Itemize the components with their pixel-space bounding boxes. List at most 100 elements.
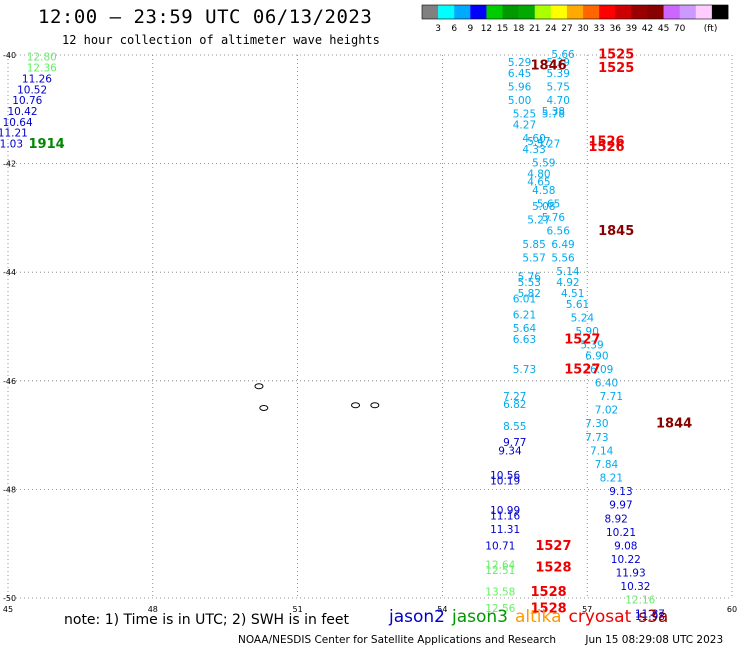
colorbar-unit: (ft)	[704, 24, 718, 34]
wave-height-label: 11.93	[616, 568, 646, 580]
wave-height-label: 5.61	[566, 299, 589, 311]
colorbar-label: 15	[497, 24, 508, 34]
page-subtitle: 12 hour collection of altimeter wave hei…	[62, 33, 380, 47]
colorbar: 3 6 9 12 15 18 21 24 27 30 33 36 39 42 45 70 (ft)	[421, 4, 729, 34]
wave-height-label: 11.31	[490, 524, 520, 536]
colorbar-swatch	[599, 5, 616, 19]
pass-time-label: 1845	[598, 224, 634, 239]
footnote: note: 1) Time is in UTC; 2) SWH is in fe…	[64, 612, 350, 628]
wave-height-label: 12.51	[485, 565, 515, 577]
wave-height-label: 10.56	[490, 470, 520, 482]
colorbar-label: 3	[435, 24, 441, 34]
islands	[254, 383, 380, 411]
wave-height-label: 10.64	[3, 117, 33, 129]
wave-height-label: 4.60	[522, 133, 545, 145]
lat-tick-label: -42	[3, 160, 16, 169]
wave-height-label: 12.36	[27, 63, 57, 75]
wave-height-label: 10.19	[490, 475, 520, 487]
wave-height-label: 5.85	[522, 239, 545, 251]
colorbar-label: 12	[481, 24, 492, 34]
lon-tick-label: 60	[727, 605, 737, 614]
wave-height-label: 5.08	[532, 201, 555, 213]
colorbar-label: 36	[610, 24, 622, 34]
wave-height-label: 6.82	[503, 399, 526, 411]
wave-height-label: 11.87	[635, 608, 665, 620]
wave-height-label: 4.70	[547, 95, 570, 107]
colorbar-label: 18	[513, 24, 525, 34]
colorbar-frame	[421, 4, 729, 20]
axis-ticks: 45 48 51 54 57 60 -40 -42 -44 -46 -48 -50	[3, 51, 737, 614]
wave-height-label: 5.76	[518, 272, 542, 284]
wave-height-label: 5.47	[527, 136, 550, 148]
pass-time-label: 1527	[535, 539, 571, 554]
wave-height-label: 10.99	[490, 505, 520, 517]
wave-height-label: 5.25	[513, 109, 536, 121]
colorbar-swatch	[486, 5, 503, 19]
wave-height-label: 7.71	[600, 391, 623, 403]
lon-tick-label: 48	[148, 605, 158, 614]
pass-time-label: 1525	[598, 48, 634, 63]
wave-height-label: 5.29	[508, 57, 531, 69]
wave-height-label: 5.27	[537, 139, 560, 151]
wave-height-label: 6.01	[513, 293, 536, 305]
wave-height-label: 5.27	[527, 215, 550, 227]
colorbar-label: 45	[658, 24, 669, 34]
wave-height-label: 4.27	[513, 120, 536, 132]
wave-height-label: 6.90	[585, 350, 608, 362]
pass-time-label: 1527	[564, 333, 600, 348]
wave-height-label: 5.76	[542, 212, 566, 224]
wave-height-label: 10.21	[606, 527, 636, 539]
colorbar-swatch	[566, 5, 584, 19]
wave-height-label: 5.39	[547, 57, 570, 69]
wave-height-label: 5.66	[551, 49, 575, 61]
wave-height-label: 10.71	[485, 540, 515, 552]
wave-height-label: 6.45	[508, 68, 531, 80]
credits-source: NOAA/NESDIS Center for Satellite Applica…	[238, 634, 556, 646]
colorbar-label: 30	[577, 24, 589, 34]
wave-height-label: 11.16	[490, 511, 520, 523]
wave-height-label: 10.76	[12, 95, 42, 107]
wave-height-label: 10.42	[7, 106, 37, 118]
wave-height-label: 7.30	[585, 418, 608, 430]
wave-height-label: 10.22	[611, 554, 641, 566]
wave-height-label: 11.26	[22, 73, 52, 85]
wave-height-label: 8.92	[604, 513, 627, 525]
colorbar-label: 39	[626, 24, 638, 34]
wave-height-label: 5.64	[513, 323, 537, 335]
colorbar-swatch	[438, 5, 455, 19]
colorbar-label: 70	[674, 24, 686, 34]
colorbar-swatch	[534, 5, 552, 19]
colorbar-label: 9	[467, 24, 473, 34]
wave-height-label: 5.39	[580, 340, 603, 352]
wave-height-label: 12.80	[27, 52, 57, 64]
pass-time-label: 1914	[29, 137, 65, 152]
island-outline	[259, 404, 269, 411]
wave-height-label: 5.82	[518, 288, 541, 300]
colorbar-swatch	[518, 5, 536, 19]
wave-height-label: 6.21	[513, 310, 536, 322]
page-title: 12:00 – 23:59 UTC 06/13/2023	[38, 6, 373, 28]
pass-time-label: 1528	[530, 601, 566, 616]
wave-observations: 12.8012.3611.2610.5210.7610.4210.6411.21…	[0, 49, 665, 623]
legend-s3a: s3a	[638, 607, 669, 627]
colorbar-label: 21	[529, 24, 540, 34]
pass-time-label: 1846	[530, 58, 566, 73]
wave-height-label: 11.03	[0, 139, 23, 151]
wave-height-label: 8.21	[600, 473, 623, 485]
pass-time-label: 1528	[530, 585, 566, 600]
colorbar-swatch	[550, 5, 568, 19]
wave-height-label: 6.56	[547, 225, 571, 237]
wave-height-label: 6.63	[513, 334, 536, 346]
credits-footer: NOAA/NESDIS Center for Satellite Applica…	[238, 634, 723, 646]
wave-height-label: 4.51	[561, 288, 584, 300]
colorbar-label: 6	[451, 24, 457, 34]
colorbar-swatch	[695, 5, 713, 19]
wave-height-label: 4.92	[556, 277, 579, 289]
colorbar-swatch	[583, 5, 600, 19]
colorbar-swatch	[502, 5, 519, 19]
lat-tick-label: -40	[3, 51, 16, 60]
wave-height-label: 4.80	[527, 168, 550, 180]
lat-tick-label: -48	[3, 485, 16, 494]
colorbar-swatch	[663, 5, 680, 19]
wave-height-label: 5.00	[508, 95, 531, 107]
